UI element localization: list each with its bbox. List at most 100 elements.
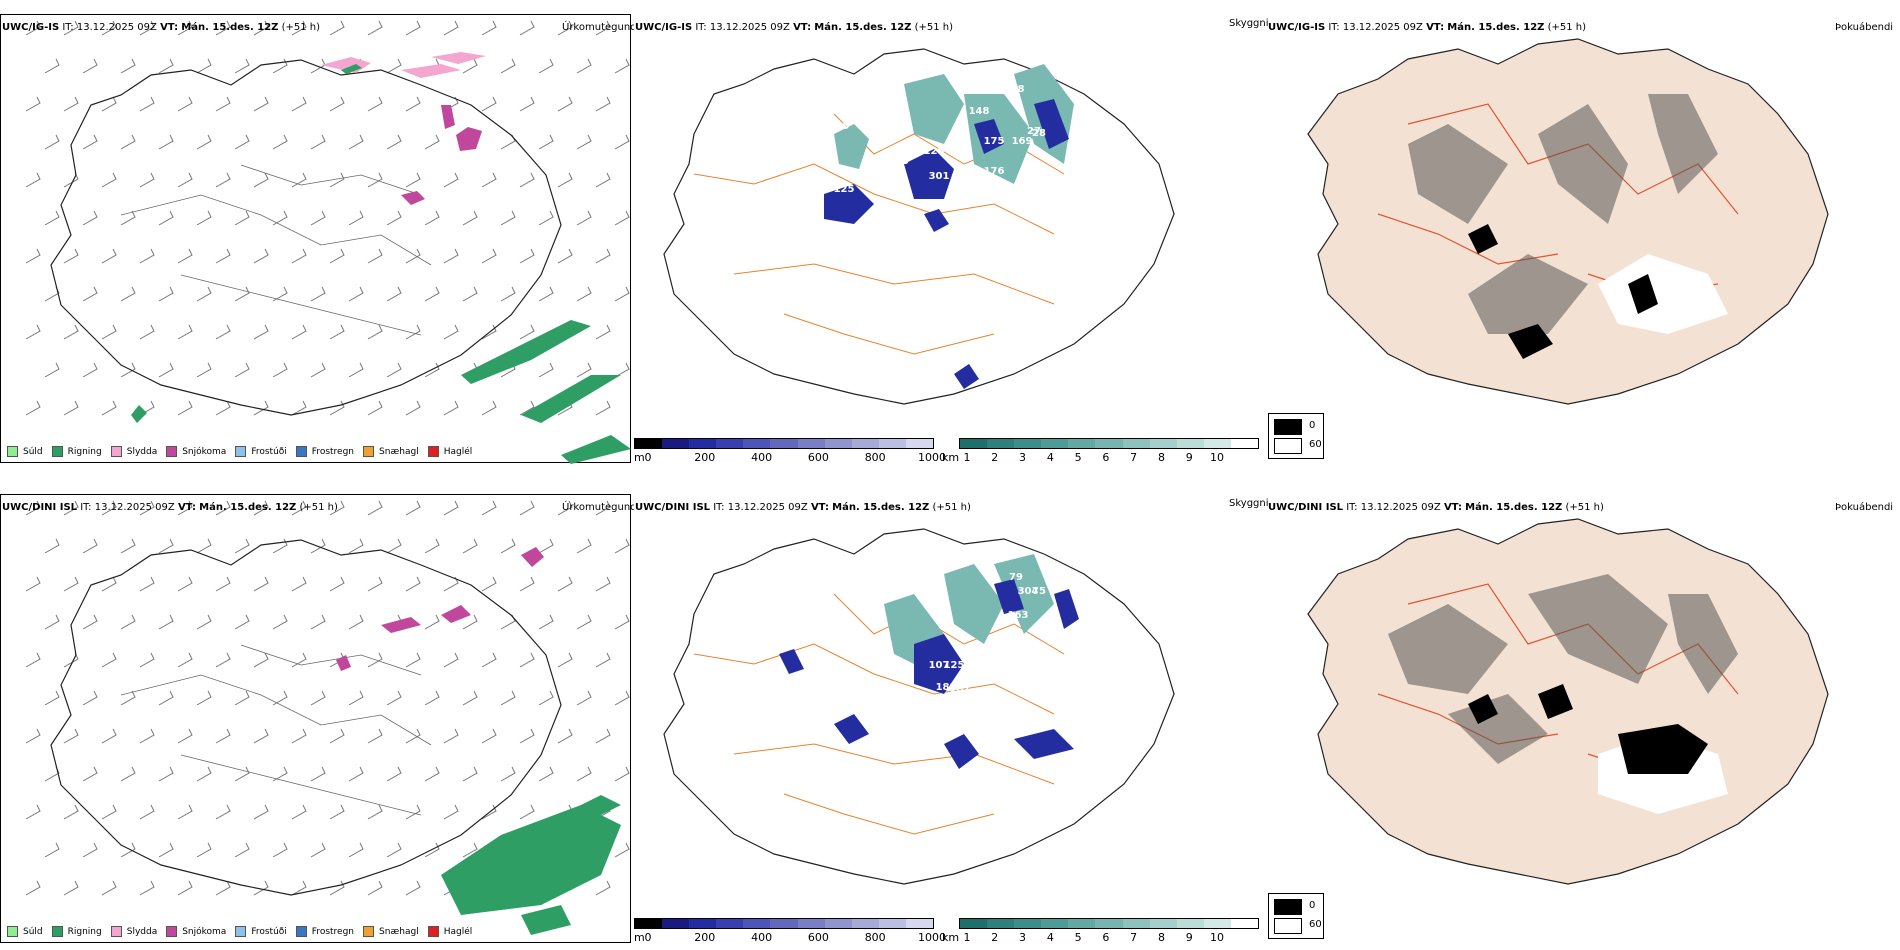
cloud-base-value-label: 304 [1018,586,1039,597]
wind-barb [82,134,98,150]
colorbar-tick-label: 800 [864,451,886,464]
colorbar-cell [1230,919,1259,928]
wind-barb [386,286,402,302]
fog-swatch-low [1274,419,1302,435]
wind-barb [44,690,60,706]
wind-barb [234,286,250,302]
wind-barb [557,728,573,744]
precip-legend-label: Frostúði [251,926,287,937]
wind-barb [367,576,383,592]
precip-legend-swatch [7,446,18,457]
wind-barb [424,134,440,150]
cloud-base-value-label: 68 [985,572,999,583]
wind-barb [595,172,611,188]
wind-barb [424,286,440,302]
wind-barb [614,614,630,630]
cloud-base-value-label: 163 [1008,610,1029,621]
colorbar-cell [987,919,1015,928]
cloud-base-value-label: 175 [984,136,1005,147]
wind-barb [272,842,288,858]
wind-barb [367,400,383,416]
wind-barb [576,210,592,226]
header-cloud-row1: UWC/IG-IS IT: 13.12.2025 09Z VT: Mán. 15… [635,22,954,33]
wind-barb [253,400,269,416]
wind-barb [120,362,136,378]
wind-barb [310,690,326,706]
wind-barb [557,500,573,516]
cloud-base-value-label: 118 [1004,84,1025,95]
colorbar-tick-label: 4 [1046,931,1054,944]
wind-barb [405,652,421,668]
fog-level-low: 0 [1309,900,1316,911]
wind-barb [424,690,440,706]
colorbar-cell [1041,919,1069,928]
colorbar-tick-label: 200 [694,451,716,464]
cloud-base-value-label: 75 [1032,586,1046,597]
precip-legend-label: Súld [23,926,43,937]
wind-barb [595,880,611,896]
precip-legend-label: Frostúði [251,446,287,457]
wind-barb [557,172,573,188]
header-fog-row2: UWC/DINI ISL IT: 13.12.2025 09Z VT: Mán.… [1268,502,1604,513]
wind-barb [63,500,79,516]
cloud-base-value-label: 79 [895,780,909,791]
visibility-colorbar-row2 [959,918,1259,929]
wind-barb [424,362,440,378]
colorbar-tick-label: 9 [1185,451,1193,464]
wind-barb [481,96,497,112]
wind-barb [519,248,535,264]
wind-barb [595,652,611,668]
colorbar-tick-label: 3 [1019,931,1027,944]
wind-barb [139,96,155,112]
cloud-base-value-label: 27 [1027,126,1041,137]
precip-legend-swatch [295,446,307,457]
wind-barb [310,842,326,858]
wind-barb [139,20,155,36]
wind-barb [101,324,117,340]
colorbar-tick-label: 800 [864,931,886,944]
colorbar-cell [716,919,744,928]
colorbar-cell [1014,919,1042,928]
wind-barb [82,842,98,858]
wind-barb [386,766,402,782]
wind-barb [348,842,364,858]
colorbar-tick-label: 0 [644,931,652,944]
precip-legend-item: Frostúði [235,926,287,937]
precip-legend-item: Súld [7,926,43,937]
wind-barb [310,362,326,378]
wind-barb [253,172,269,188]
fog-map-row1 [1307,38,1829,405]
wind-barb [405,728,421,744]
wind-barb [614,766,630,782]
wind-barb [196,134,212,150]
title-fog-row1: Þokuábendi [1835,22,1894,33]
wind-barb [101,728,117,744]
wind-barb [215,804,231,820]
colorbar-tick-label: 7 [1130,931,1138,944]
wind-barb [367,248,383,264]
wind-barb [348,614,364,630]
wind-barb [538,134,554,150]
fog-legend-row1: 0 60 [1268,413,1324,459]
wind-barb [25,728,41,744]
wind-barb [386,690,402,706]
title-precip-row2: Úrkomutegund [562,502,637,513]
precip-legend-label: Súld [23,446,43,457]
wind-barb [139,248,155,264]
precip-legend-label: Rigning [67,926,102,937]
wind-barb [595,400,611,416]
wind-barb [310,766,326,782]
cloud-base-value-label: 148 [969,106,990,117]
wind-barb [234,690,250,706]
wind-barb [405,20,421,36]
wind-barb [367,96,383,112]
wind-barb [120,614,136,630]
wind-barb [158,766,174,782]
wind-barb [462,58,478,74]
header-precip-row2: UWC/DINI ISL IT: 13.12.2025 09Z VT: Mán.… [2,502,338,513]
wind-barb [367,324,383,340]
precip-legend-item: Haglél [427,926,472,937]
wind-barb [595,96,611,112]
wind-barb [291,728,307,744]
colorbar-tick-label: 7 [1130,451,1138,464]
